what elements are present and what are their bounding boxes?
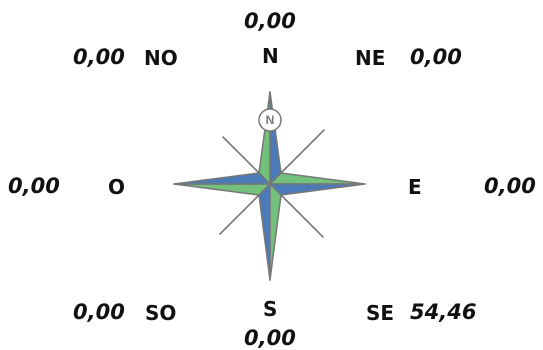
- rose-point-e-top: [269, 172, 366, 185]
- rose-point-no-b: [222, 136, 271, 185]
- rose-point-s-left: [258, 183, 271, 281]
- direction-label-s: S: [263, 297, 278, 321]
- rose-point-n-right: [269, 91, 282, 185]
- value-ne: 0,00: [410, 45, 462, 69]
- north-badge-label: N: [266, 113, 275, 127]
- rose-point-o-top: [173, 172, 271, 185]
- direction-label-no: NO: [144, 46, 178, 70]
- value-s: 0,00: [244, 326, 296, 350]
- rose-point-s-right: [269, 183, 282, 281]
- direction-label-se: SE: [366, 301, 395, 325]
- direction-label-n: N: [262, 44, 279, 68]
- rose-point-o-bottom: [173, 183, 271, 196]
- compass-rose-icon: N: [173, 91, 366, 281]
- value-n: 0,00: [244, 9, 296, 33]
- rose-point-ne-b: [269, 129, 325, 185]
- rose-point-e-bottom: [269, 183, 366, 196]
- rose-point-so-b: [219, 183, 271, 235]
- direction-label-so: SO: [145, 301, 177, 325]
- direction-label-e: E: [408, 175, 422, 199]
- value-so: 0,00: [73, 300, 125, 324]
- value-no: 0,00: [73, 45, 125, 69]
- value-e: 0,00: [484, 174, 536, 198]
- value-se: 54,46: [410, 300, 477, 324]
- rose-point-n-left: [258, 91, 271, 185]
- north-badge: [258, 108, 282, 132]
- rose-point-se-b: [269, 183, 324, 238]
- value-o: 0,00: [8, 174, 60, 198]
- direction-label-o: O: [108, 175, 126, 199]
- direction-label-ne: NE: [355, 46, 386, 70]
